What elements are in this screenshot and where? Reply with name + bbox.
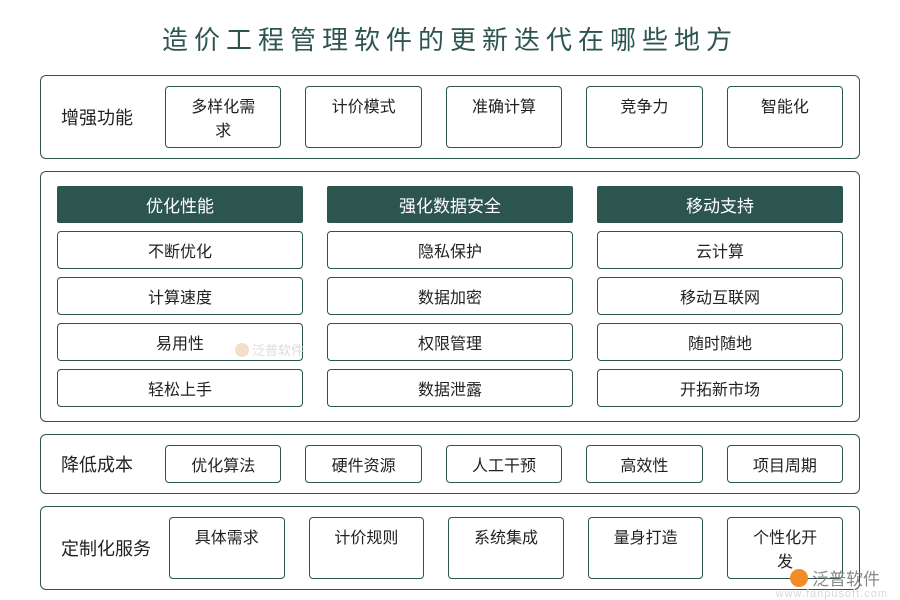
watermark-url: www.fanpusoft.com [776, 588, 888, 600]
pill-item: 项目周期 [727, 445, 843, 483]
column-header: 优化性能 [57, 186, 303, 223]
pill-item: 量身打造 [588, 517, 704, 579]
pill-item: 竞争力 [586, 86, 702, 148]
column-item: 不断优化 [57, 231, 303, 269]
pill-item: 计价规则 [309, 517, 425, 579]
row-custom-pills: 具体需求 计价规则 系统集成 量身打造 个性化开发 [169, 517, 843, 579]
pill-item: 具体需求 [169, 517, 285, 579]
row-enhance-label: 增强功能 [57, 104, 147, 130]
row-cost-pills: 优化算法 硬件资源 人工干预 高效性 项目周期 [165, 445, 843, 483]
column-item: 开拓新市场 [597, 369, 843, 407]
columns-container: 优化性能 不断优化 计算速度 易用性 轻松上手 强化数据安全 隐私保护 数据加密… [40, 171, 860, 422]
row-custom: 定制化服务 具体需求 计价规则 系统集成 量身打造 个性化开发 [40, 506, 860, 590]
pill-item: 人工干预 [446, 445, 562, 483]
column-item: 移动互联网 [597, 277, 843, 315]
column-mobile: 移动支持 云计算 移动互联网 随时随地 开拓新市场 [597, 186, 843, 407]
column-item: 数据加密 [327, 277, 573, 315]
watermark-logo: 泛普软件 [790, 565, 880, 590]
column-header: 移动支持 [597, 186, 843, 223]
row-cost: 降低成本 优化算法 硬件资源 人工干预 高效性 项目周期 [40, 434, 860, 494]
column-item: 易用性 [57, 323, 303, 361]
column-item: 云计算 [597, 231, 843, 269]
column-item: 权限管理 [327, 323, 573, 361]
column-security: 强化数据安全 隐私保护 数据加密 权限管理 数据泄露 [327, 186, 573, 407]
column-item: 计算速度 [57, 277, 303, 315]
column-item: 轻松上手 [57, 369, 303, 407]
pill-item: 系统集成 [448, 517, 564, 579]
page-title: 造价工程管理软件的更新迭代在哪些地方 [40, 20, 860, 57]
pill-item: 智能化 [727, 86, 843, 148]
pill-item: 优化算法 [165, 445, 281, 483]
row-enhance-pills: 多样化需求 计价模式 准确计算 竞争力 智能化 [165, 86, 843, 148]
pill-item: 准确计算 [446, 86, 562, 148]
pill-item: 硬件资源 [305, 445, 421, 483]
watermark-brand: 泛普软件 [812, 565, 880, 590]
column-optimize: 优化性能 不断优化 计算速度 易用性 轻松上手 [57, 186, 303, 407]
pill-item: 多样化需求 [165, 86, 281, 148]
column-item: 随时随地 [597, 323, 843, 361]
row-custom-label: 定制化服务 [57, 535, 151, 561]
pill-item: 计价模式 [305, 86, 421, 148]
column-item: 隐私保护 [327, 231, 573, 269]
logo-icon [790, 569, 808, 587]
row-cost-label: 降低成本 [57, 451, 147, 477]
column-header: 强化数据安全 [327, 186, 573, 223]
pill-item: 高效性 [586, 445, 702, 483]
column-item: 数据泄露 [327, 369, 573, 407]
row-enhance: 增强功能 多样化需求 计价模式 准确计算 竞争力 智能化 [40, 75, 860, 159]
